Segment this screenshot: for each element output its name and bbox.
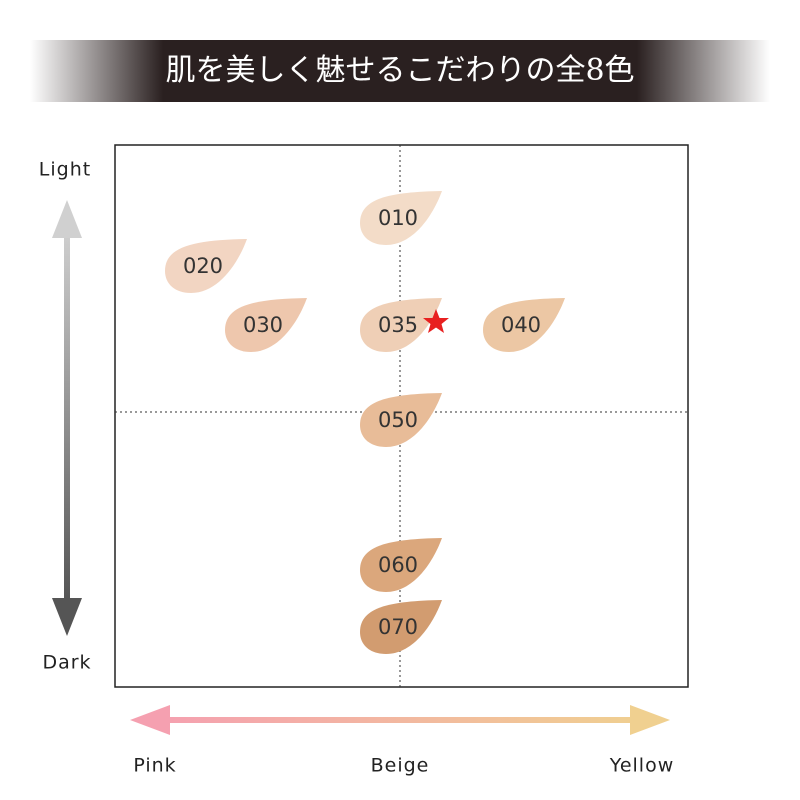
vertical-arrow-head-down (52, 598, 82, 636)
shade-swatch (360, 191, 442, 245)
shade-swatch (360, 393, 442, 447)
shade-swatch (165, 239, 247, 293)
recommended-star (423, 309, 449, 333)
shade-label: 020 (183, 254, 223, 278)
shade-swatch (360, 538, 442, 592)
shade-label: 035 (378, 313, 418, 337)
shade-label: 010 (378, 206, 418, 230)
shade-label: 070 (378, 615, 418, 639)
shade-swatch (483, 298, 565, 352)
axis-label-dark: Dark (42, 652, 91, 674)
axis-label-beige: Beige (371, 755, 430, 777)
horizontal-arrow-shaft (160, 717, 645, 723)
axis-label-pink: Pink (133, 755, 176, 777)
shade-swatch (225, 298, 307, 352)
shade-swatch (360, 600, 442, 654)
axis-label-yellow: Yellow (609, 755, 675, 777)
shade-label: 030 (243, 313, 283, 337)
shade-label: 060 (378, 553, 418, 577)
axis-label-light: Light (39, 159, 91, 181)
title-band (30, 40, 770, 102)
shade-label: 040 (501, 313, 541, 337)
horizontal-arrow-head-right (630, 705, 670, 735)
shade-label: 050 (378, 408, 418, 432)
chart-frame (114, 144, 689, 688)
vertical-arrow-head-up (52, 200, 82, 238)
shade-swatch (360, 298, 442, 352)
title: 肌を美しく魅せるこだわりの全8色 (165, 53, 634, 88)
horizontal-arrow-head-left (130, 705, 170, 735)
vertical-arrow-shaft (64, 228, 70, 600)
shade-group: 010 020 030 035 040 050 060 070 (165, 191, 565, 654)
